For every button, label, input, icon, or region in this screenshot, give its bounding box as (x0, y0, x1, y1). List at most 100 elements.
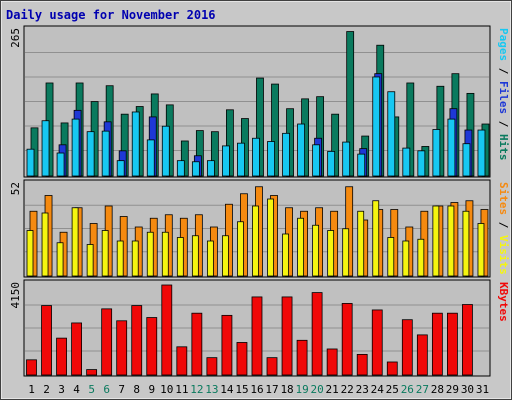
bar-kbytes-day-20 (311, 292, 323, 376)
bar-hits-day-17 (271, 83, 279, 177)
bar-pages-day-25 (387, 91, 396, 177)
bar-sites-day-25 (387, 237, 395, 277)
legend-part: Pages (497, 28, 510, 61)
bar-pages-day-2 (41, 120, 50, 177)
x-tick-day-4: 4 (73, 383, 80, 396)
bar-pages-day-10 (161, 125, 170, 177)
x-tick-day-15: 15 (235, 383, 248, 396)
legend-part: Sites (497, 182, 510, 215)
bar-sites-day-19 (297, 217, 304, 277)
bar-kbytes-day-5 (86, 369, 98, 376)
y-max-label: 265 (9, 28, 22, 48)
panel-1: 265 Pages / Files / Hits (9, 25, 510, 178)
bar-sites-day-2 (41, 212, 49, 277)
bar-pages-day-4 (71, 118, 80, 177)
bar-sites-day-20 (312, 224, 320, 277)
x-tick-day-26: 26 (401, 383, 414, 396)
bar-pages-day-31 (477, 129, 486, 177)
bar-hits-day-21 (331, 113, 340, 177)
bar-kbytes-day-14 (221, 314, 233, 376)
x-tick-day-13: 13 (205, 383, 218, 396)
bar-sites-day-27 (417, 238, 425, 277)
x-axis-labels: 1 2 3 4 5 6 7 8 9 10 11 12 13 14 15 16 17 18 19 20 21 22 23 24 2… (28, 383, 489, 396)
bar-kbytes-day-21 (326, 348, 338, 376)
series-sites (26, 198, 485, 277)
legend-part: / (497, 215, 510, 235)
chart-panels: 265 Pages / Files / Hits 52 Sites / Visits 4… (9, 25, 510, 377)
x-tick-day-8: 8 (133, 383, 140, 396)
panel-3: 4150 KBytes (9, 279, 510, 377)
bar-pages-day-26 (402, 147, 411, 177)
y-max-label: 52 (9, 182, 22, 195)
bar-pages-day-18 (282, 132, 290, 177)
bar-sites-day-3 (56, 242, 64, 277)
bar-sites-day-18 (282, 233, 289, 277)
legend-part: Files (497, 81, 510, 114)
x-tick-day-24: 24 (371, 383, 385, 396)
bar-kbytes-day-2 (41, 305, 52, 376)
bar-sites-day-6 (101, 230, 109, 277)
bar-sites-day-14 (222, 235, 229, 277)
bar-pages-day-15 (237, 142, 245, 177)
x-tick-day-20: 20 (311, 383, 324, 396)
bar-sites-day-4 (71, 207, 79, 277)
series-legend: Pages / Files / Hits (497, 28, 510, 161)
bar-pages-day-3 (56, 152, 65, 177)
bar-pages-day-13 (206, 160, 215, 177)
bar-pages-day-27 (417, 150, 426, 177)
bar-pages-day-5 (86, 131, 95, 177)
bar-kbytes-day-30 (462, 304, 473, 376)
bar-kbytes-day-28 (431, 312, 443, 376)
bar-sites-day-28 (432, 205, 440, 277)
bar-sites-day-10 (161, 231, 169, 277)
bar-sites-day-8 (131, 240, 139, 277)
y-max-label: 4150 (9, 282, 22, 309)
bar-pages-day-23 (357, 153, 366, 177)
x-tick-day-27: 27 (416, 383, 429, 396)
bar-sites-day-31 (477, 223, 485, 277)
x-tick-day-3: 3 (58, 383, 65, 396)
x-tick-day-28: 28 (431, 383, 444, 396)
bar-hits-day-13 (210, 131, 219, 177)
bar-sites-day-30 (462, 210, 470, 277)
bar-pages-day-7 (116, 160, 125, 177)
bar-kbytes-day-16 (251, 296, 263, 376)
bar-sites-day-7 (116, 240, 124, 277)
bar-sites-day-16 (252, 205, 259, 277)
bar-sites-day-11 (176, 237, 184, 277)
bar-pages-day-14 (222, 145, 230, 177)
x-tick-day-11: 11 (175, 383, 188, 396)
bar-sites-day-5 (86, 244, 94, 277)
bar-kbytes-day-22 (341, 303, 353, 376)
bar-kbytes-day-1 (26, 359, 37, 376)
bar-kbytes-day-13 (206, 357, 218, 376)
legend-part: / (497, 61, 510, 81)
x-tick-day-16: 16 (250, 383, 263, 396)
bar-pages-day-21 (327, 150, 336, 177)
bar-kbytes-day-7 (116, 320, 128, 376)
bar-kbytes-day-15 (236, 342, 248, 376)
bar-sites-day-22 (342, 228, 350, 277)
bar-pages-day-16 (252, 137, 260, 177)
bar-kbytes-day-12 (191, 312, 203, 376)
bar-kbytes-day-9 (146, 317, 158, 376)
x-tick-day-2: 2 (43, 383, 50, 396)
bar-sites-day-13 (206, 240, 214, 277)
x-tick-day-23: 23 (356, 383, 369, 396)
x-tick-day-1: 1 (28, 383, 35, 396)
x-tick-day-30: 30 (461, 383, 474, 396)
x-tick-day-29: 29 (446, 383, 459, 396)
bar-sites-day-29 (447, 205, 455, 277)
x-tick-day-17: 17 (265, 383, 278, 396)
bar-kbytes-day-25 (386, 361, 398, 376)
bar-pages-day-17 (267, 141, 275, 177)
x-tick-day-12: 12 (190, 383, 203, 396)
bar-pages-day-30 (462, 143, 471, 177)
legend-part: KBytes (497, 282, 510, 322)
bar-pages-day-12 (191, 161, 200, 177)
legend-part: Visits (497, 235, 510, 275)
bar-kbytes-day-10 (161, 284, 173, 376)
bar-sites-day-21 (327, 230, 335, 277)
bar-kbytes-day-18 (281, 296, 293, 376)
chart-title: Daily usage for November 2016 (6, 8, 216, 22)
